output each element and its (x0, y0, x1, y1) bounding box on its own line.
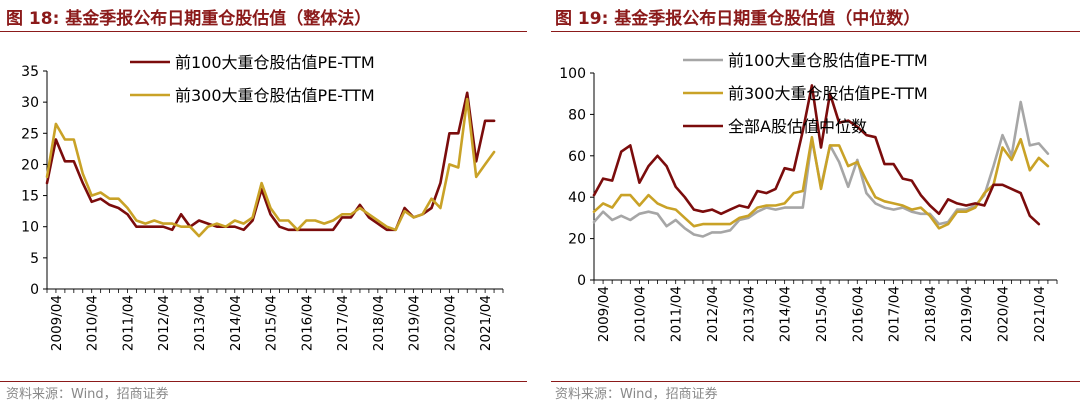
fig18-x-tick-label: 2012/04 (156, 295, 172, 351)
fig19-x-tick-label: 2017/04 (887, 286, 903, 342)
fig19-source: 资料来源：Wind，招商证券 (555, 387, 718, 402)
fig18-y-tick-label: 10 (21, 220, 39, 236)
fig18-x-tick-label: 2016/04 (299, 295, 315, 351)
fig19-x-tick-label: 2010/04 (632, 286, 648, 342)
fig19-x-tick-label: 2016/04 (850, 286, 866, 342)
fig19-x-tick-label: 2021/04 (1032, 286, 1048, 342)
fig19-x-tick-label: 2019/04 (959, 286, 975, 342)
fig18-title-rule (0, 31, 527, 32)
fig18-x-tick-label: 2014/04 (228, 295, 244, 351)
fig18-x-tick-label: 2015/04 (264, 295, 280, 351)
fig18-chart: 0 5 10 15 20 25 30 35 2009/04 2010/04 2011/04 2012/… (21, 53, 504, 351)
fig19-x-tick-label: 2020/04 (996, 286, 1012, 342)
fig19-y-tick-label: 80 (568, 107, 586, 123)
fig19-legend-label-1: 前300大重仓股估值PE-TTM (728, 84, 928, 103)
fig19-y-tick-label: 0 (577, 273, 586, 289)
fig18-x-tick-label: 2010/04 (85, 295, 101, 351)
fig18-x-tick-label: 2013/04 (192, 295, 208, 351)
fig18-x-tick-label: 2018/04 (371, 295, 387, 351)
fig19-x-tick-label: 2015/04 (814, 286, 830, 342)
fig19-title: 图 19: 基金季报公布日期重仓股估值（中位数） (555, 4, 920, 29)
fig18-source-rule (0, 381, 527, 382)
fig18-y-tick-label: 0 (30, 282, 39, 298)
fig18-title-text: 基金季报公布日期重仓股估值（整体法） (65, 9, 372, 29)
fig19-y-tick-label: 20 (568, 232, 586, 248)
fig19-x-tick-label: 2014/04 (778, 286, 794, 342)
fig18-y-tick-label: 15 (21, 189, 39, 205)
fig19-title-text: 基金季报公布日期重仓股估值（中位数） (614, 9, 921, 29)
fig18-x-tick-label: 2011/04 (120, 295, 136, 351)
fig18-title-prefix: 图 18: (6, 9, 60, 29)
fig19-chart: 0 20 40 60 80 100 2009/04 2010/04 2011/04 2012/04… (559, 51, 1058, 342)
fig19-title-rule (551, 31, 1080, 32)
fig19-x-tick-label: 2009/04 (596, 286, 612, 342)
fig18-x-tick-label: 2017/04 (335, 295, 351, 351)
fig19-y-tick-label: 60 (568, 149, 586, 165)
fig19-legend-label-0: 前100大重仓股估值PE-TTM (728, 51, 928, 70)
fig18-y-tick-label: 35 (21, 64, 39, 80)
fig18-y-tick-label: 5 (30, 251, 39, 267)
fig18-x-tick-label: 2019/04 (407, 295, 423, 351)
fig18-title: 图 18: 基金季报公布日期重仓股估值（整体法） (6, 4, 371, 29)
fig19-source-rule (551, 381, 1080, 382)
fig18-legend-label-0: 前100大重仓股估值PE-TTM (175, 53, 375, 72)
fig18-y-tick-label: 20 (21, 157, 39, 173)
fig19-legend-label-2: 全部A股估值中位数 (728, 117, 867, 136)
fig18-source: 资料来源：Wind，招商证券 (6, 387, 169, 402)
fig18-y-tick-label: 25 (21, 126, 39, 142)
fig19-series-line-2 (592, 84, 1041, 226)
fig18-x-tick-label: 2020/04 (442, 295, 458, 351)
fig18-x-tick-label: 2009/04 (49, 295, 65, 351)
fig19-y-tick-label: 40 (568, 190, 586, 206)
fig19-x-tick-label: 2013/04 (741, 286, 757, 342)
fig18-x-tick-label: 2021/04 (478, 295, 494, 351)
fig19-y-tick-label: 100 (559, 66, 586, 82)
fig19-x-tick-label: 2011/04 (669, 286, 685, 342)
fig18-y-tick-label: 30 (21, 95, 39, 111)
fig19-title-prefix: 图 19: (555, 9, 609, 29)
fig18-legend-label-1: 前300大重仓股估值PE-TTM (175, 86, 375, 105)
fig19-x-tick-label: 2018/04 (923, 286, 939, 342)
fig19-series-line-1 (592, 135, 1050, 230)
fig18-series-line-1 (45, 97, 496, 238)
fig19-x-tick-label: 2012/04 (705, 286, 721, 342)
